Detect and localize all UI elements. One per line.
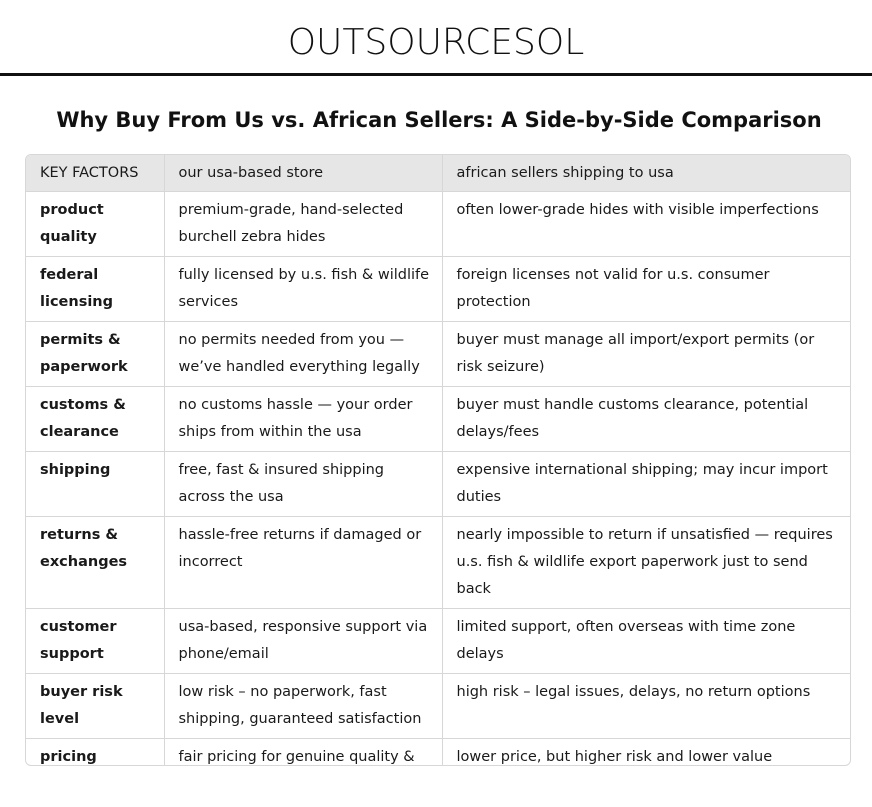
table-row: pricing fair pricing for genuine quality… xyxy=(26,738,850,765)
row-our-store-value: free, fast & insured shipping across the… xyxy=(164,451,443,517)
row-factor: returns & exchanges xyxy=(26,516,165,609)
row-african-sellers-value: buyer must manage all import/export perm… xyxy=(442,321,850,387)
row-african-sellers-value: expensive international shipping; may in… xyxy=(442,451,850,517)
row-our-store-value: usa-based, responsive support via phone/… xyxy=(164,608,443,674)
table-row: permits & paperwork no permits needed fr… xyxy=(26,321,850,387)
row-factor: product quality xyxy=(26,191,165,257)
row-our-store-value: low risk – no paperwork, fast shipping, … xyxy=(164,673,443,739)
row-factor: customs & clearance xyxy=(26,386,165,452)
table-row: shipping free, fast & insured shipping a… xyxy=(26,451,850,517)
row-factor: customer support xyxy=(26,608,165,674)
row-our-store-value: fully licensed by u.s. fish & wildlife s… xyxy=(164,256,443,322)
column-header-our-store: our usa-based store xyxy=(164,155,443,192)
row-our-store-value: no customs hassle — your order ships fro… xyxy=(164,386,443,452)
row-african-sellers-value: often lower-grade hides with visible imp… xyxy=(442,191,850,257)
row-factor: pricing xyxy=(26,738,165,765)
column-header-african-sellers: african sellers shipping to usa xyxy=(442,155,850,192)
row-factor: buyer risk level xyxy=(26,673,165,739)
table-row: returns & exchanges hassle-free returns … xyxy=(26,516,850,609)
row-african-sellers-value: limited support, often overseas with tim… xyxy=(442,608,850,674)
table-header-row: KEY FACTORS our usa-based store african … xyxy=(26,155,850,192)
row-factor: shipping xyxy=(26,451,165,517)
header-divider xyxy=(0,73,872,76)
table-row: customer support usa-based, responsive s… xyxy=(26,608,850,674)
table-row: customs & clearance no customs hassle — … xyxy=(26,386,850,452)
row-our-store-value: fair pricing for genuine quality & peace… xyxy=(164,738,443,765)
row-our-store-value: hassle-free returns if damaged or incorr… xyxy=(164,516,443,609)
page-title: Why Buy From Us vs. African Sellers: A S… xyxy=(56,108,822,132)
row-our-store-value: no permits needed from you — we’ve handl… xyxy=(164,321,443,387)
row-factor: federal licensing xyxy=(26,256,165,322)
table-row: product quality premium-grade, hand-sele… xyxy=(26,191,850,257)
row-african-sellers-value: high risk – legal issues, delays, no ret… xyxy=(442,673,850,739)
row-our-store-value: premium-grade, hand-selected burchell ze… xyxy=(164,191,443,257)
comparison-table: KEY FACTORS our usa-based store african … xyxy=(26,155,850,765)
comparison-table-container: KEY FACTORS our usa-based store african … xyxy=(25,154,851,766)
column-header-key-factors: KEY FACTORS xyxy=(26,155,165,192)
table-row: buyer risk level low risk – no paperwork… xyxy=(26,673,850,739)
table-row: federal licensing fully licensed by u.s.… xyxy=(26,256,850,322)
row-african-sellers-value: nearly impossible to return if unsatisfi… xyxy=(442,516,850,609)
row-african-sellers-value: foreign licenses not valid for u.s. cons… xyxy=(442,256,850,322)
row-african-sellers-value: buyer must handle customs clearance, pot… xyxy=(442,386,850,452)
row-african-sellers-value: lower price, but higher risk and lower v… xyxy=(456,749,773,765)
brand-logo-text: OUTSOURCESOL xyxy=(287,22,585,63)
row-factor: permits & paperwork xyxy=(26,321,165,387)
